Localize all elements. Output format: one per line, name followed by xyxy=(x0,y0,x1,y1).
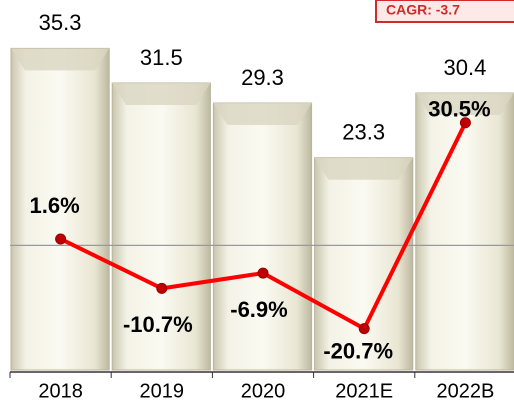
growth-label: 1.6% xyxy=(30,193,80,218)
x-tick-label: 2021E xyxy=(335,380,393,402)
growth-point xyxy=(459,117,471,129)
bar-bevel xyxy=(314,157,413,180)
bar-value-label: 35.3 xyxy=(39,10,82,35)
annotation: CAGR: -3.7 xyxy=(386,2,460,18)
growth-label: -6.9% xyxy=(230,297,287,322)
bar-value-label: 23.3 xyxy=(342,120,385,145)
growth-point xyxy=(55,233,67,245)
growth-label: -10.7% xyxy=(123,312,193,337)
bar-bevel xyxy=(112,83,211,105)
bar-value-label: 29.3 xyxy=(241,65,284,90)
bar xyxy=(10,47,110,371)
x-tick-label: 2022B xyxy=(436,380,494,402)
growth-point xyxy=(257,267,269,279)
bar-bevel xyxy=(11,48,110,71)
bar-value-label: 31.5 xyxy=(140,45,183,70)
growth-point xyxy=(358,323,370,335)
growth-point xyxy=(156,282,168,294)
x-tick-label: 2018 xyxy=(38,380,83,402)
x-tick-label: 2020 xyxy=(241,380,286,402)
growth-label: -20.7% xyxy=(323,338,393,363)
growth-label: 30.5% xyxy=(428,97,490,122)
bar xyxy=(111,82,211,371)
bar-bevel xyxy=(415,93,514,116)
bar xyxy=(212,102,313,371)
bar xyxy=(415,92,514,371)
x-tick-label: 2019 xyxy=(140,380,185,402)
bar-value-label: 30.4 xyxy=(443,55,486,80)
annotation-box xyxy=(375,0,514,23)
bar-bevel xyxy=(213,103,312,126)
